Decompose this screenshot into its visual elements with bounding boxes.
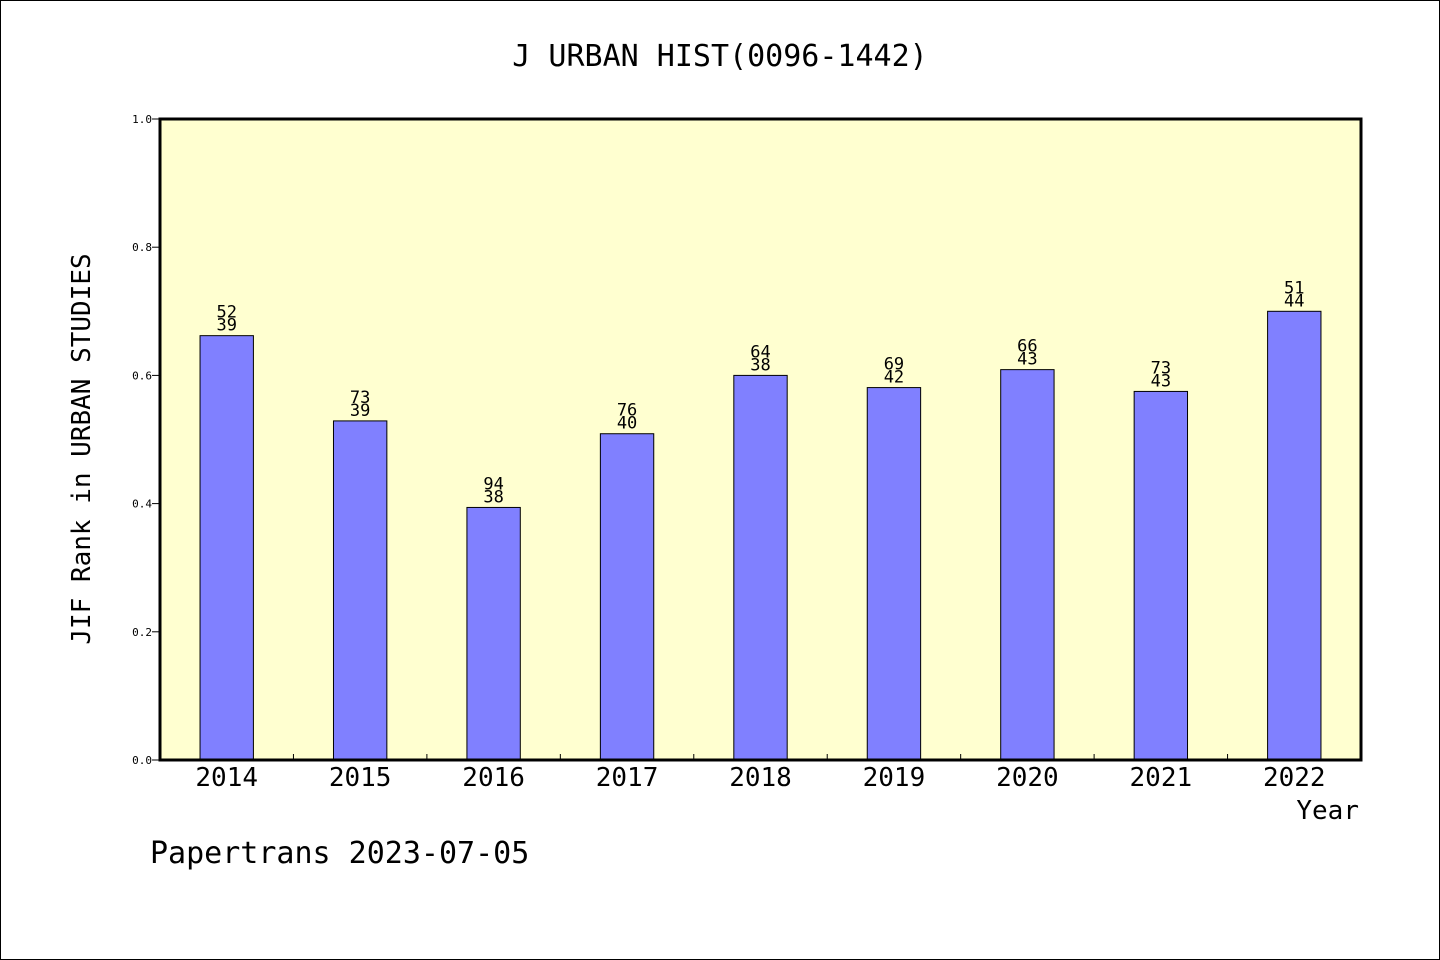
x-axis: 2014 2015 2016 2017 2018 2019 2020 2021 2022 [195,754,1326,793]
x-tick-label: 2016 [462,763,525,793]
y-axis: 0.0 0.2 0.4 0.6 0.8 1.0 [132,113,160,767]
x-axis-label: Year [1296,796,1359,826]
data-label-bottom: 43 [1151,371,1171,391]
bar-2018 [733,374,788,761]
y-tick-label: 1.0 [132,113,152,126]
data-label-top: 66 [1017,337,1037,357]
data-label-bottom: 40 [617,414,637,434]
x-tick-label: 2020 [996,763,1059,793]
data-label-top: 52 [216,303,236,323]
data-label-bottom: 43 [1017,350,1037,370]
data-label-top: 73 [1151,358,1171,378]
footer-credit: Papertrans 2023-07-05 [150,836,529,871]
x-tick-label: 2017 [596,763,659,793]
bar-2016 [466,506,521,761]
data-label-top: 64 [750,342,770,362]
data-label-bottom: 42 [884,368,904,388]
bar-2014 [199,335,254,761]
bar-2015 [332,420,388,761]
data-label-top: 94 [483,474,503,494]
x-tick-label: 2021 [1130,763,1193,793]
bars [199,310,1322,761]
data-label-top: 76 [617,401,637,421]
x-tick-label: 2022 [1263,763,1326,793]
data-label-bottom: 38 [483,487,503,507]
y-tick-label: 0.0 [132,754,152,767]
bar-2017 [599,433,655,761]
data-label-bottom: 38 [750,355,770,375]
data-label-top: 51 [1284,278,1304,298]
y-tick-label: 0.2 [132,626,152,639]
data-label-bottom: 39 [350,401,370,421]
x-tick-label: 2018 [729,763,792,793]
x-tick-label: 2019 [863,763,926,793]
data-label-top: 73 [350,388,370,408]
y-tick-label: 0.8 [132,241,152,254]
x-tick-label: 2014 [195,763,258,793]
bar-2019 [866,387,922,761]
y-tick-label: 0.4 [132,498,152,511]
bar-2021 [1133,390,1189,761]
bar-2022 [1267,310,1322,761]
data-label-top: 69 [884,355,904,375]
bar-2020 [1000,369,1055,761]
plot-border [158,117,1363,762]
y-axis-label: JIF Rank in URBAN STUDIES [67,253,97,644]
y-tick-label: 0.6 [132,369,152,382]
data-label-bottom: 44 [1284,291,1304,311]
x-tick-label: 2015 [329,763,392,793]
data-label-bottom: 39 [216,316,236,336]
chart-title: J URBAN HIST(0096-1442) [512,39,927,74]
